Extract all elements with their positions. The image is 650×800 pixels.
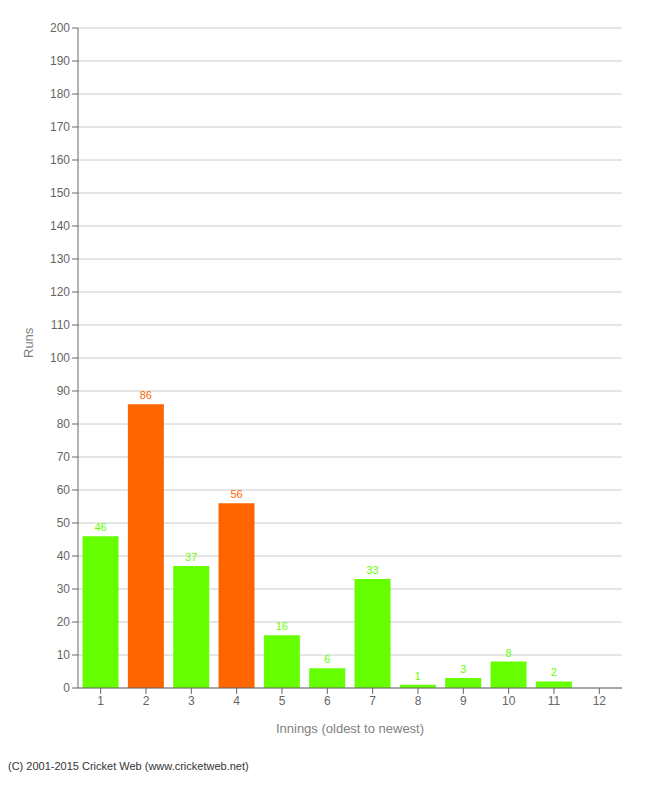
html-text:(C) 2001-2015 Cricket Web (www: (C) 2001-2015 Cricket Web (www.cricketwe… [8,760,249,772]
svg-text:190: 190 [50,54,70,68]
svg-text:1: 1 [97,694,104,708]
svg-text:110: 110 [51,318,70,332]
svg-text:90: 90 [57,384,71,398]
svg-text:16: 16 [276,620,288,632]
svg-text:11: 11 [548,694,561,708]
svg-text:6: 6 [324,653,330,665]
svg-text:Innings (oldest to newest): Innings (oldest to newest) [276,721,424,736]
svg-text:Runs: Runs [21,327,36,358]
svg-text:20: 20 [57,615,71,629]
svg-text:160: 160 [50,153,70,167]
svg-text:2: 2 [143,694,150,708]
svg-text:8: 8 [415,694,422,708]
svg-text:9: 9 [460,694,467,708]
svg-text:3: 3 [188,694,195,708]
svg-text:5: 5 [279,694,286,708]
svg-text:6: 6 [324,694,331,708]
svg-text:1: 1 [415,670,421,682]
svg-text:8: 8 [505,647,511,659]
svg-text:7: 7 [369,694,376,708]
svg-text:2: 2 [551,666,557,678]
svg-text:50: 50 [57,516,71,530]
svg-text:200: 200 [50,21,70,35]
svg-text:150: 150 [50,186,70,200]
svg-text:140: 140 [50,219,70,233]
svg-text:37: 37 [185,551,197,563]
svg-text:30: 30 [57,582,71,596]
svg-text:120: 120 [50,285,70,299]
svg-text:10: 10 [57,648,71,662]
svg-text:4: 4 [233,694,240,708]
svg-text:180: 180 [50,87,70,101]
svg-text:3: 3 [460,663,466,675]
svg-text:170: 170 [50,120,70,134]
svg-text:86: 86 [140,389,152,401]
svg-text:10: 10 [502,694,516,708]
svg-text:33: 33 [366,564,378,576]
svg-text:12: 12 [593,694,607,708]
svg-text:80: 80 [57,417,71,431]
svg-text:0: 0 [63,681,70,695]
svg-text:60: 60 [57,483,71,497]
svg-text:56: 56 [230,488,242,500]
svg-text:40: 40 [57,549,71,563]
svg-text:70: 70 [57,450,71,464]
svg-text:46: 46 [94,521,106,533]
svg-text:130: 130 [50,252,70,266]
svg-text:100: 100 [50,351,70,365]
